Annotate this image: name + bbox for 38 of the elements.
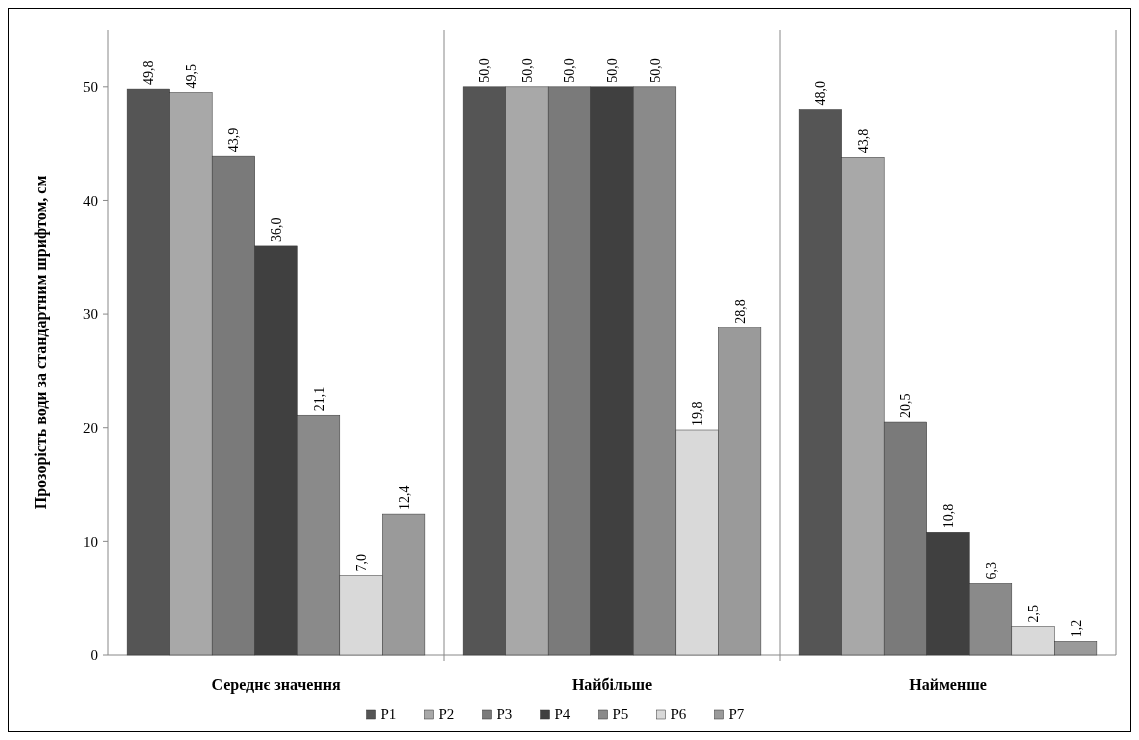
x-tick-label: Середнє значення (211, 676, 341, 694)
data-label: 36,0 (269, 217, 284, 242)
data-label: 50,0 (647, 58, 663, 83)
data-label: 49,8 (141, 60, 157, 86)
data-label: 19,8 (690, 401, 706, 426)
data-label: 6,3 (983, 561, 999, 580)
data-label: 20,5 (898, 393, 914, 419)
y-tick-label: 50 (83, 79, 98, 96)
data-label: 50,0 (605, 58, 620, 83)
data-label: 50,0 (519, 58, 535, 83)
data-label: 43,9 (226, 127, 242, 153)
data-label: 10,8 (941, 503, 956, 529)
data-label: 48,0 (813, 81, 829, 106)
legend-label: P4 (554, 706, 571, 722)
legend-label: P3 (496, 706, 513, 722)
y-tick-label: 40 (83, 192, 98, 209)
legend-label: P2 (438, 706, 455, 722)
data-label: 50,0 (477, 58, 493, 83)
x-tick-label: Найбільше (571, 676, 653, 693)
data-label: 50,0 (562, 58, 578, 83)
y-tick-label: 20 (83, 419, 98, 436)
data-label: 2,5 (1026, 605, 1042, 623)
legend-label: P1 (380, 706, 397, 722)
legend-label: P7 (728, 706, 745, 722)
y-tick-label: 0 (90, 647, 98, 664)
legend-label: P5 (612, 706, 629, 722)
y-axis-title: Прозорість води за стандартним шрифтом, см (32, 175, 50, 510)
legend-label: P6 (670, 706, 687, 722)
data-label: 49,5 (183, 64, 199, 89)
data-label: 21,1 (311, 386, 327, 412)
y-tick-label: 10 (83, 533, 98, 550)
x-tick-label: Найменше (909, 676, 987, 693)
data-label: 43,8 (855, 128, 871, 154)
data-label: 28,8 (732, 299, 748, 324)
data-label: 7,0 (354, 553, 370, 572)
data-label: 1,2 (1068, 619, 1084, 638)
data-label: 12,4 (396, 485, 412, 511)
y-tick-label: 30 (83, 306, 98, 323)
